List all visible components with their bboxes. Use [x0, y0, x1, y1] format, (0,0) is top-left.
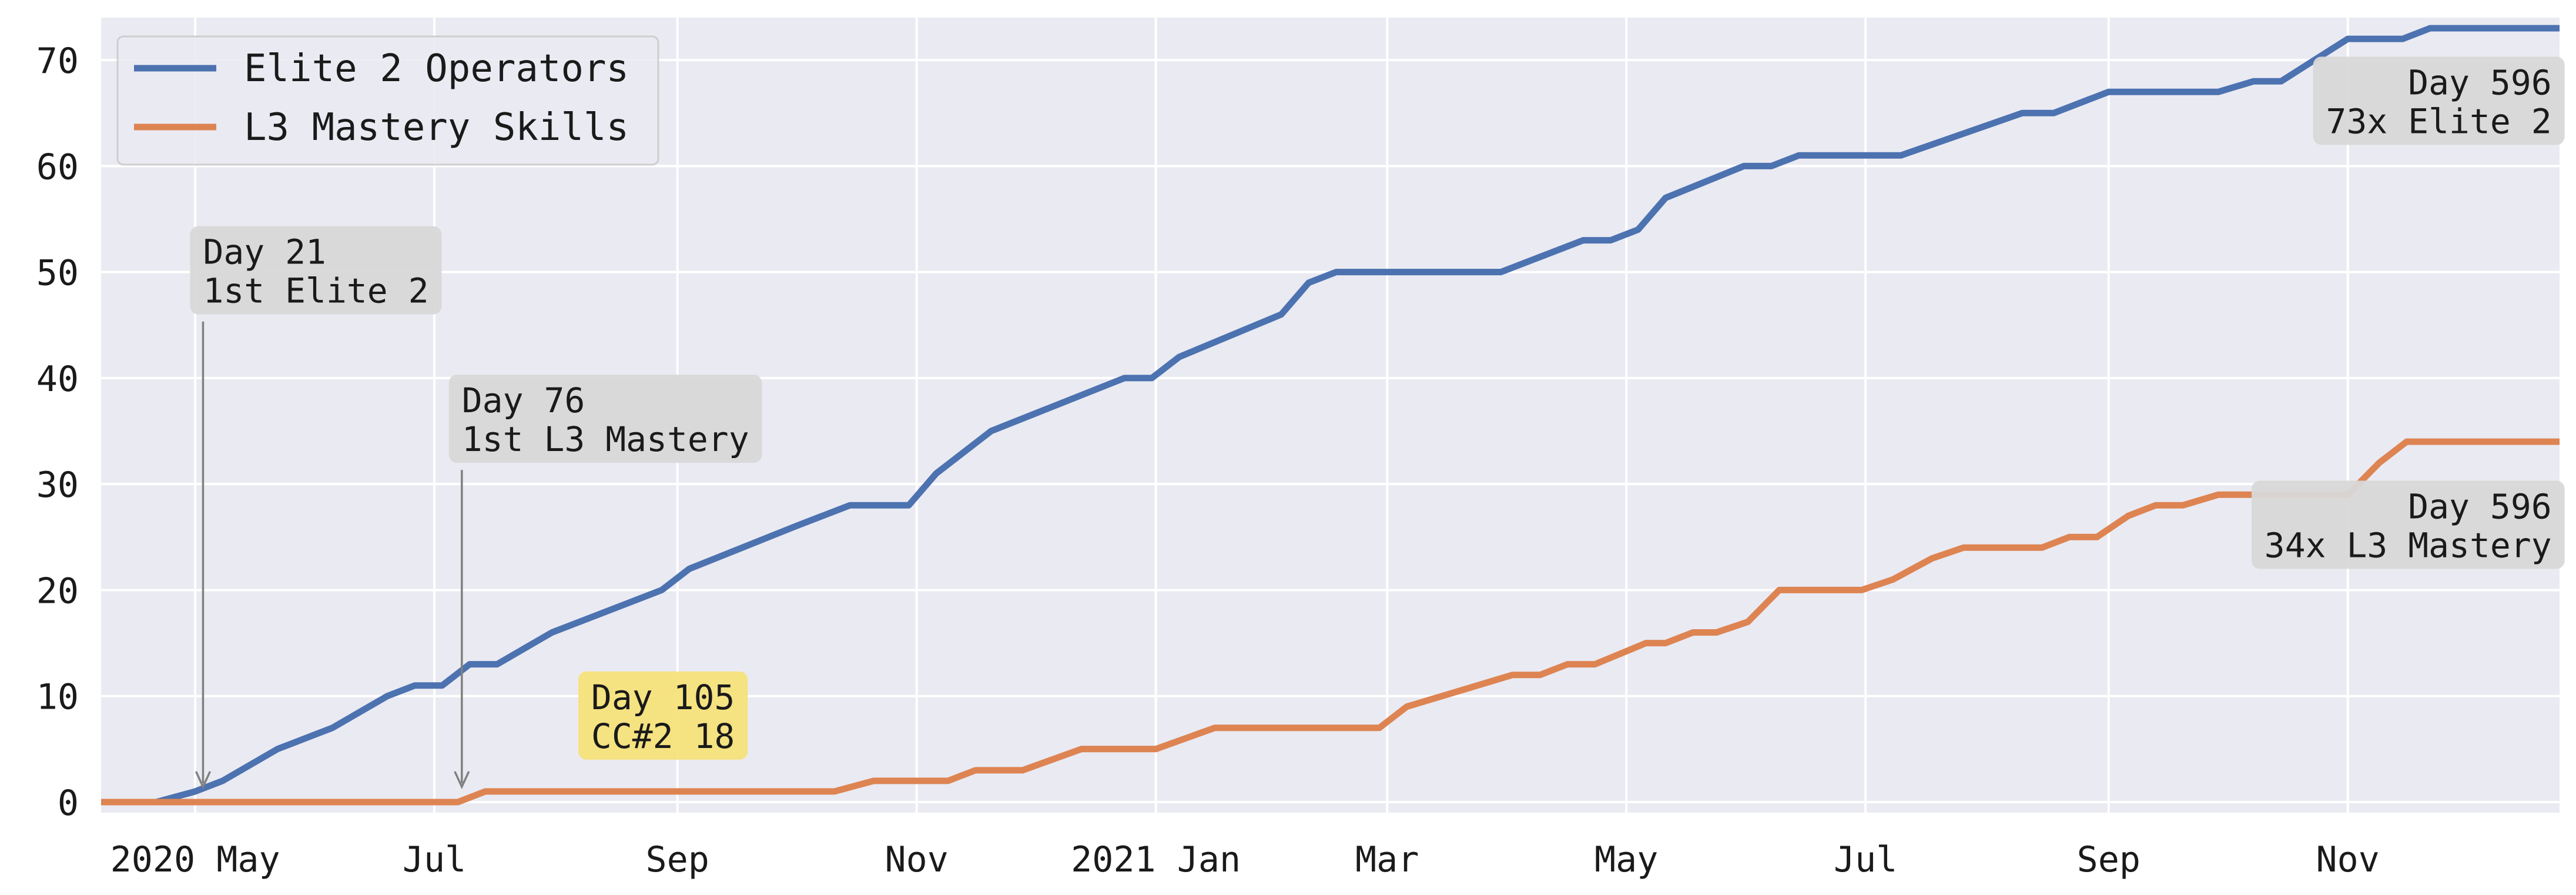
x-tick-label: May [1594, 839, 1658, 880]
y-tick-label: 60 [36, 146, 79, 188]
legend: Elite 2 Operators L3 Mastery Skills [116, 35, 659, 166]
legend-box [116, 35, 659, 166]
y-tick-label: 10 [36, 677, 79, 718]
series-line-2 [101, 438, 2560, 806]
legend-label-1: Elite 2 Operators [244, 47, 629, 91]
x-tick-label: Sep [646, 839, 709, 880]
y-tick-label: 50 [36, 253, 79, 294]
annotation-box [578, 671, 748, 760]
x-tick-label: Nov [885, 839, 948, 880]
annotation-box [190, 226, 442, 315]
x-tick-label: 2021 Jan [1071, 839, 1241, 880]
y-tick-label: 20 [36, 570, 79, 612]
annotation-arrowhead [195, 771, 212, 790]
annotation-text: Day 76 [462, 380, 585, 420]
annotation-arrowhead [454, 771, 470, 790]
annotation-text: Day 596 [2408, 62, 2551, 102]
series-group [101, 25, 2560, 806]
x-tick-label: Jul [1834, 839, 1897, 880]
x-tick-label: Jul [403, 839, 466, 880]
annotation-text: Day 21 [203, 232, 326, 272]
annotation-text: 73x Elite 2 [2326, 101, 2552, 141]
series-line-1 [101, 25, 2560, 806]
annotation-text: CC#2 18 [591, 716, 735, 756]
annotation-text: 34x L3 Mastery [2265, 525, 2552, 565]
x-tick-label: Mar [1355, 839, 1419, 880]
y-tick-label: 70 [36, 41, 79, 82]
annotation-box [2313, 56, 2565, 145]
x-tick-label: Sep [2077, 839, 2140, 880]
legend-label-2: L3 Mastery Skills [244, 106, 629, 149]
annotation-text: Day 105 [591, 677, 735, 717]
y-tick-label: 30 [36, 465, 79, 506]
x-tick-label: Nov [2316, 839, 2380, 880]
annotation-box [2252, 480, 2565, 569]
annotation-text: 1st L3 Mastery [462, 419, 749, 459]
annotation-text: 1st Elite 2 [203, 271, 428, 311]
y-tick-label: 40 [36, 359, 79, 400]
annotation-box [448, 375, 762, 463]
x-tick-label: 2020 May [110, 839, 280, 880]
ticks-group: 2020 May Jul Sep Nov 2021 Jan Mar May Jul Sep Nov… [36, 41, 2380, 880]
annotation-text: Day 596 [2408, 486, 2551, 526]
y-tick-label: 0 [58, 783, 79, 824]
